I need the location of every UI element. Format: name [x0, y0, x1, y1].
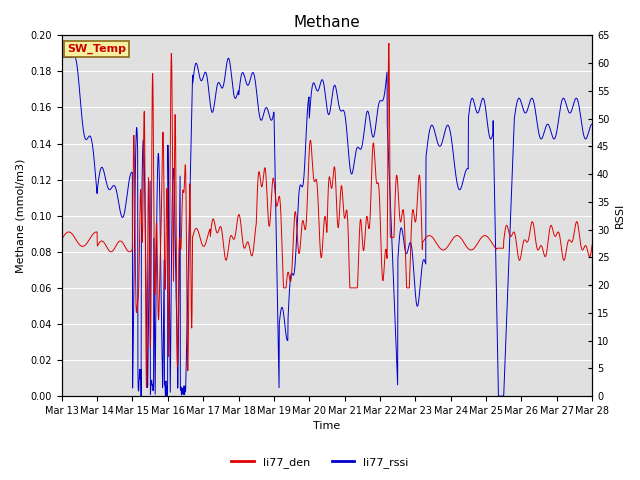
Title: Methane: Methane	[294, 15, 360, 30]
Y-axis label: RSSI: RSSI	[615, 203, 625, 228]
Y-axis label: Methane (mmol/m3): Methane (mmol/m3)	[15, 158, 25, 273]
Text: SW_Temp: SW_Temp	[67, 44, 126, 54]
X-axis label: Time: Time	[314, 421, 340, 432]
Legend: li77_den, li77_rssi: li77_den, li77_rssi	[227, 452, 413, 472]
